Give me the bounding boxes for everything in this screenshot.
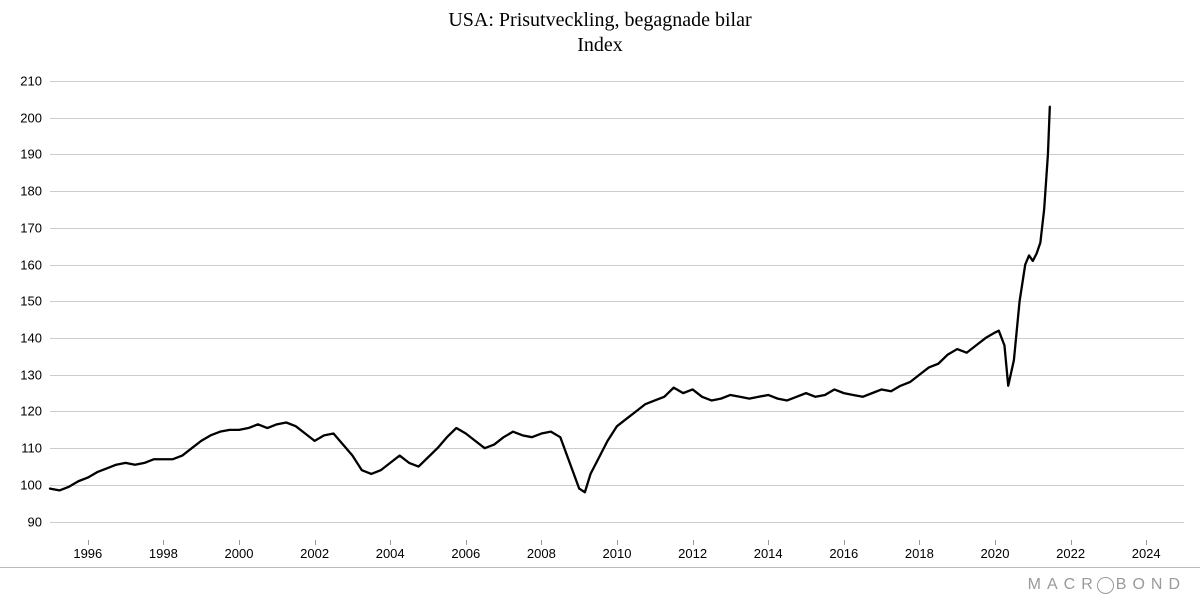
y-tick-label: 210 <box>20 74 50 89</box>
x-tick-label: 2010 <box>603 540 632 561</box>
macrobond-logo: MACR BOND <box>1028 576 1186 594</box>
y-tick-label: 200 <box>20 110 50 125</box>
y-tick-label: 90 <box>28 514 50 529</box>
y-tick-label: 190 <box>20 147 50 162</box>
x-tick-label: 1998 <box>149 540 178 561</box>
y-tick-label: 110 <box>21 441 50 456</box>
y-tick-label: 180 <box>20 184 50 199</box>
x-tick-label: 2012 <box>678 540 707 561</box>
chart-title-line1: USA: Prisutveckling, begagnade bilar <box>0 8 1200 33</box>
series-line-used_car_price_index <box>50 107 1050 493</box>
x-tick-label: 2018 <box>905 540 934 561</box>
y-tick-label: 100 <box>20 477 50 492</box>
y-tick-label: 170 <box>20 220 50 235</box>
x-tick-label: 2006 <box>451 540 480 561</box>
y-tick-label: 120 <box>20 404 50 419</box>
logo-text-left: MACR <box>1028 576 1099 594</box>
y-tick-label: 160 <box>20 257 50 272</box>
x-tick-label: 2008 <box>527 540 556 561</box>
chart-title-line2: Index <box>0 33 1200 58</box>
frame-bottom-border <box>0 567 1200 568</box>
x-tick-label: 2014 <box>754 540 783 561</box>
x-tick-label: 2002 <box>300 540 329 561</box>
logo-text-right: BOND <box>1116 576 1186 594</box>
y-tick-label: 140 <box>20 331 50 346</box>
x-tick-label: 1996 <box>73 540 102 561</box>
x-tick-label: 2000 <box>225 540 254 561</box>
x-tick-label: 2016 <box>829 540 858 561</box>
chart-container: USA: Prisutveckling, begagnade bilar Ind… <box>0 0 1200 600</box>
y-tick-label: 150 <box>20 294 50 309</box>
x-tick-label: 2024 <box>1132 540 1161 561</box>
plot-area: 9010011012013014015016017018019020021019… <box>50 70 1184 540</box>
y-tick-label: 130 <box>20 367 50 382</box>
x-tick-label: 2004 <box>376 540 405 561</box>
chart-title-block: USA: Prisutveckling, begagnade bilar Ind… <box>0 8 1200 58</box>
x-tick-label: 2022 <box>1056 540 1085 561</box>
x-tick-label: 2020 <box>981 540 1010 561</box>
series-svg <box>50 70 1184 540</box>
logo-o-ring-icon <box>1097 577 1114 594</box>
